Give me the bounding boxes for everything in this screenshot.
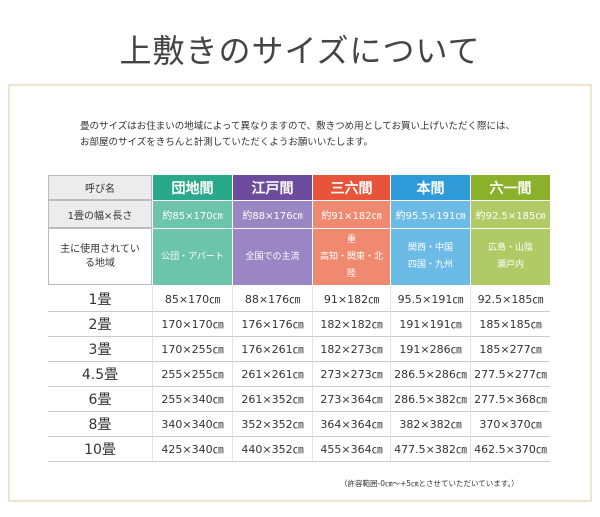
- row-label: 8畳: [48, 412, 152, 437]
- header-cell: 六一間: [470, 175, 550, 200]
- intro: 畳のサイズはお住まいの地域によって異なりますので、敷きつめ用としてお買い上げいた…: [80, 119, 515, 151]
- frame: [8, 84, 592, 502]
- size-cell: 277.5×368㎝: [470, 387, 550, 412]
- row-label: 2畳: [48, 312, 152, 337]
- header-cell: 団地間: [152, 175, 232, 200]
- size-cell: 91×182㎝: [312, 287, 390, 312]
- size-cell: 382×382㎝: [390, 412, 470, 437]
- row-label: 1畳: [48, 287, 152, 312]
- size-cell: 261×352㎝: [232, 387, 312, 412]
- footnote: （許容範囲-0㎝～+5㎝とさせていただいています。）: [340, 479, 519, 488]
- region-line: 愛知・岐阜・三重: [346, 234, 356, 245]
- size-cell: 340×340㎝: [152, 412, 232, 437]
- size-cell: 92.5×185㎝: [470, 287, 550, 312]
- region-line: 広島・山陰: [487, 243, 533, 253]
- region-line: 関西・中国: [407, 243, 453, 253]
- width-cell: 約95.5×191㎝: [390, 200, 470, 228]
- region-line: 沖縄: [317, 283, 335, 286]
- size-cell: 88×176㎝: [232, 287, 312, 312]
- size-cell: 370×370㎝: [470, 412, 550, 437]
- intro-line: お部屋のサイズをきちんと計測していただくようお願いいたします。: [80, 137, 373, 148]
- size-cell: 352×352㎝: [232, 412, 312, 437]
- row-label: 6畳: [48, 387, 152, 412]
- width-cell: 約85×170㎝: [152, 200, 232, 228]
- size-cell: 176×261㎝: [232, 337, 312, 362]
- size-cell: 286.5×286㎝: [390, 362, 470, 387]
- size-cell: 273×364㎝: [312, 387, 390, 412]
- size-cell: 85×170㎝: [152, 287, 232, 312]
- size-cell: 255×340㎝: [152, 387, 232, 412]
- intro-line: 畳のサイズはお住まいの地域によって異なりますので、敷きつめ用としてお買い上げいた…: [80, 121, 516, 132]
- row-label: 3畳: [48, 337, 152, 362]
- header-cell: 呼び名: [48, 175, 152, 200]
- width-cell: 約92.5×185㎝: [470, 200, 550, 228]
- size-cell: 455×364㎝: [312, 437, 390, 462]
- size-cell: 364×364㎝: [312, 412, 390, 437]
- size-cell: 185×185㎝: [470, 312, 550, 337]
- row-label: 10畳: [48, 437, 152, 462]
- region-line: 四国・九州: [407, 260, 453, 270]
- row-label: 4.5畳: [48, 362, 152, 387]
- header-cell: 三六間: [312, 175, 390, 200]
- header-cell: 江戸間: [232, 175, 312, 200]
- header-cell: 本間: [390, 175, 470, 200]
- size-cell: 182×273㎝: [312, 337, 390, 362]
- region-line: 高知・関東・北陸: [319, 251, 383, 279]
- size-cell: 477.5×382㎝: [390, 437, 470, 462]
- size-cell: 286.5×382㎝: [390, 387, 470, 412]
- size-cell: 462.5×370㎝: [470, 437, 550, 462]
- width-cell: 約91×182㎝: [312, 200, 390, 228]
- title: 上敷きのサイズについて: [119, 32, 481, 70]
- size-cell: 425×340㎝: [152, 437, 232, 462]
- region-line: 瀬戸内: [496, 260, 524, 270]
- size-cell: 185×277㎝: [470, 337, 550, 362]
- region-line: 公団・アパート: [161, 251, 224, 262]
- size-cell: 261×261㎝: [232, 362, 312, 387]
- region-cell: 愛知・岐阜・三重高知・関東・北陸沖縄: [312, 228, 390, 285]
- size-cell: 182×182㎝: [312, 312, 390, 337]
- region-cell: 全国での主流: [232, 228, 312, 285]
- width-cell: 約88×176㎝: [232, 200, 312, 228]
- region-line: 全国での主流: [245, 251, 300, 262]
- region-cell: 広島・山陰 瀬戸内: [470, 228, 550, 285]
- size-cell: 191×191㎝: [390, 312, 470, 337]
- size-cell: 170×170㎝: [152, 312, 232, 337]
- region-cell: 関西・中国四国・九州: [390, 228, 470, 285]
- width-cell: 1畳の幅×長さ: [48, 200, 152, 228]
- size-cell: 176×176㎝: [232, 312, 312, 337]
- region-label: 主に使用されている地域: [48, 228, 152, 285]
- region-cell: 公団・アパート: [152, 228, 232, 285]
- size-cell: 440×352㎝: [232, 437, 312, 462]
- size-cell: 273×273㎝: [312, 362, 390, 387]
- size-cell: 277.5×277㎝: [470, 362, 550, 387]
- size-cell: 95.5×191㎝: [390, 287, 470, 312]
- size-cell: 170×255㎝: [152, 337, 232, 362]
- size-cell: 255×255㎝: [152, 362, 232, 387]
- size-cell: 191×286㎝: [390, 337, 470, 362]
